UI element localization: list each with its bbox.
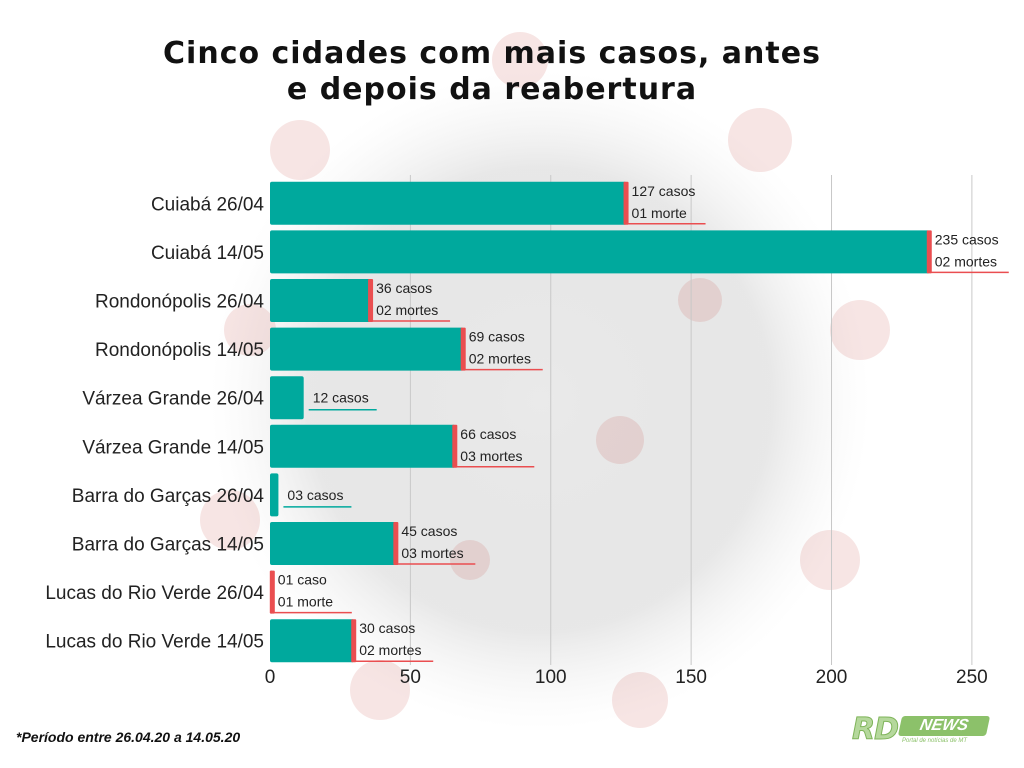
category-label: Rondonópolis 14/05 — [95, 340, 264, 361]
category-label: Várzea Grande 26/04 — [82, 389, 264, 410]
data-label-deaths: 02 mortes — [935, 253, 997, 269]
category-label: Rondonópolis 26/04 — [95, 292, 264, 313]
x-tick-label: 150 — [675, 667, 707, 688]
chart-title-line-1: Cinco cidades com mais casos, antes — [163, 36, 821, 71]
category-labels: Cuiabá 26/04 Cuiabá 14/05 Rondonópolis 26/… — [45, 194, 264, 652]
bar — [270, 230, 930, 274]
x-tick-label: 200 — [816, 667, 848, 688]
x-tick-label: 250 — [956, 667, 988, 688]
data-label-deaths: 03 mortes — [401, 545, 463, 561]
bar — [270, 619, 355, 663]
data-label-deaths: 02 mortes — [359, 642, 421, 658]
chart-title: Cinco cidades com mais casos, antes e de… — [0, 36, 984, 108]
logo-news-text: NEWS — [897, 716, 991, 736]
category-label: Barra do Garças 14/05 — [72, 535, 264, 556]
bar — [270, 424, 456, 468]
category-label: Cuiabá 26/04 — [151, 194, 264, 215]
bar — [270, 376, 304, 420]
data-label-cases: 69 casos — [469, 329, 525, 345]
logo-tagline: Portal de notícias de MT — [902, 738, 968, 744]
bar — [270, 327, 464, 371]
death-marker — [368, 279, 374, 322]
data-label-cases: 01 caso — [278, 572, 327, 588]
death-marker — [351, 619, 357, 663]
category-label: Várzea Grande 14/05 — [82, 437, 264, 458]
death-marker — [623, 181, 629, 225]
bar — [270, 181, 627, 225]
data-label-deaths: 01 morte — [632, 205, 687, 221]
data-label-cases: 66 casos — [460, 426, 516, 442]
category-label: Lucas do Rio Verde 14/05 — [45, 632, 264, 653]
x-tick-label: 100 — [535, 667, 567, 688]
x-tick-label: 0 — [265, 667, 276, 688]
bar — [270, 279, 372, 322]
category-label: Lucas do Rio Verde 26/04 — [45, 583, 264, 604]
data-label-cases: 235 casos — [935, 231, 999, 247]
data-label-deaths: 03 mortes — [460, 448, 522, 464]
x-tick-label: 50 — [400, 667, 421, 688]
bar — [270, 473, 279, 517]
death-marker — [926, 230, 932, 274]
x-axis-ticks: 0 50 100 150 200 250 — [265, 667, 988, 688]
chart-title-line-2: e depois da reabertura — [286, 72, 698, 107]
data-label-cases: 12 casos — [313, 390, 369, 406]
data-label-deaths: 02 mortes — [469, 351, 531, 367]
footnote: *Período entre 26.04.20 a 14.05.20 — [16, 729, 241, 745]
data-label-deaths: 01 morte — [278, 594, 333, 610]
category-label: Barra do Garças 26/04 — [72, 486, 265, 507]
rdnews-logo: RD NEWS Portal de notícias de MT — [851, 712, 992, 748]
death-marker — [452, 424, 458, 468]
bar — [270, 522, 397, 565]
logo-rd-text: RD — [851, 712, 899, 748]
data-label-cases: 45 casos — [401, 523, 457, 539]
death-marker — [269, 570, 275, 614]
data-label-deaths: 02 mortes — [376, 302, 438, 318]
death-marker — [393, 522, 399, 565]
data-label-cases: 127 casos — [632, 183, 696, 199]
death-marker — [460, 327, 466, 371]
data-label-cases: 03 casos — [287, 487, 343, 503]
bars: 127 casos 01 morte 235 casos 02 mortes 36 ca… — [269, 181, 1009, 663]
category-label: Cuiabá 14/05 — [151, 243, 264, 264]
data-label-cases: 36 casos — [376, 280, 432, 296]
data-label-cases: 30 casos — [359, 620, 415, 636]
